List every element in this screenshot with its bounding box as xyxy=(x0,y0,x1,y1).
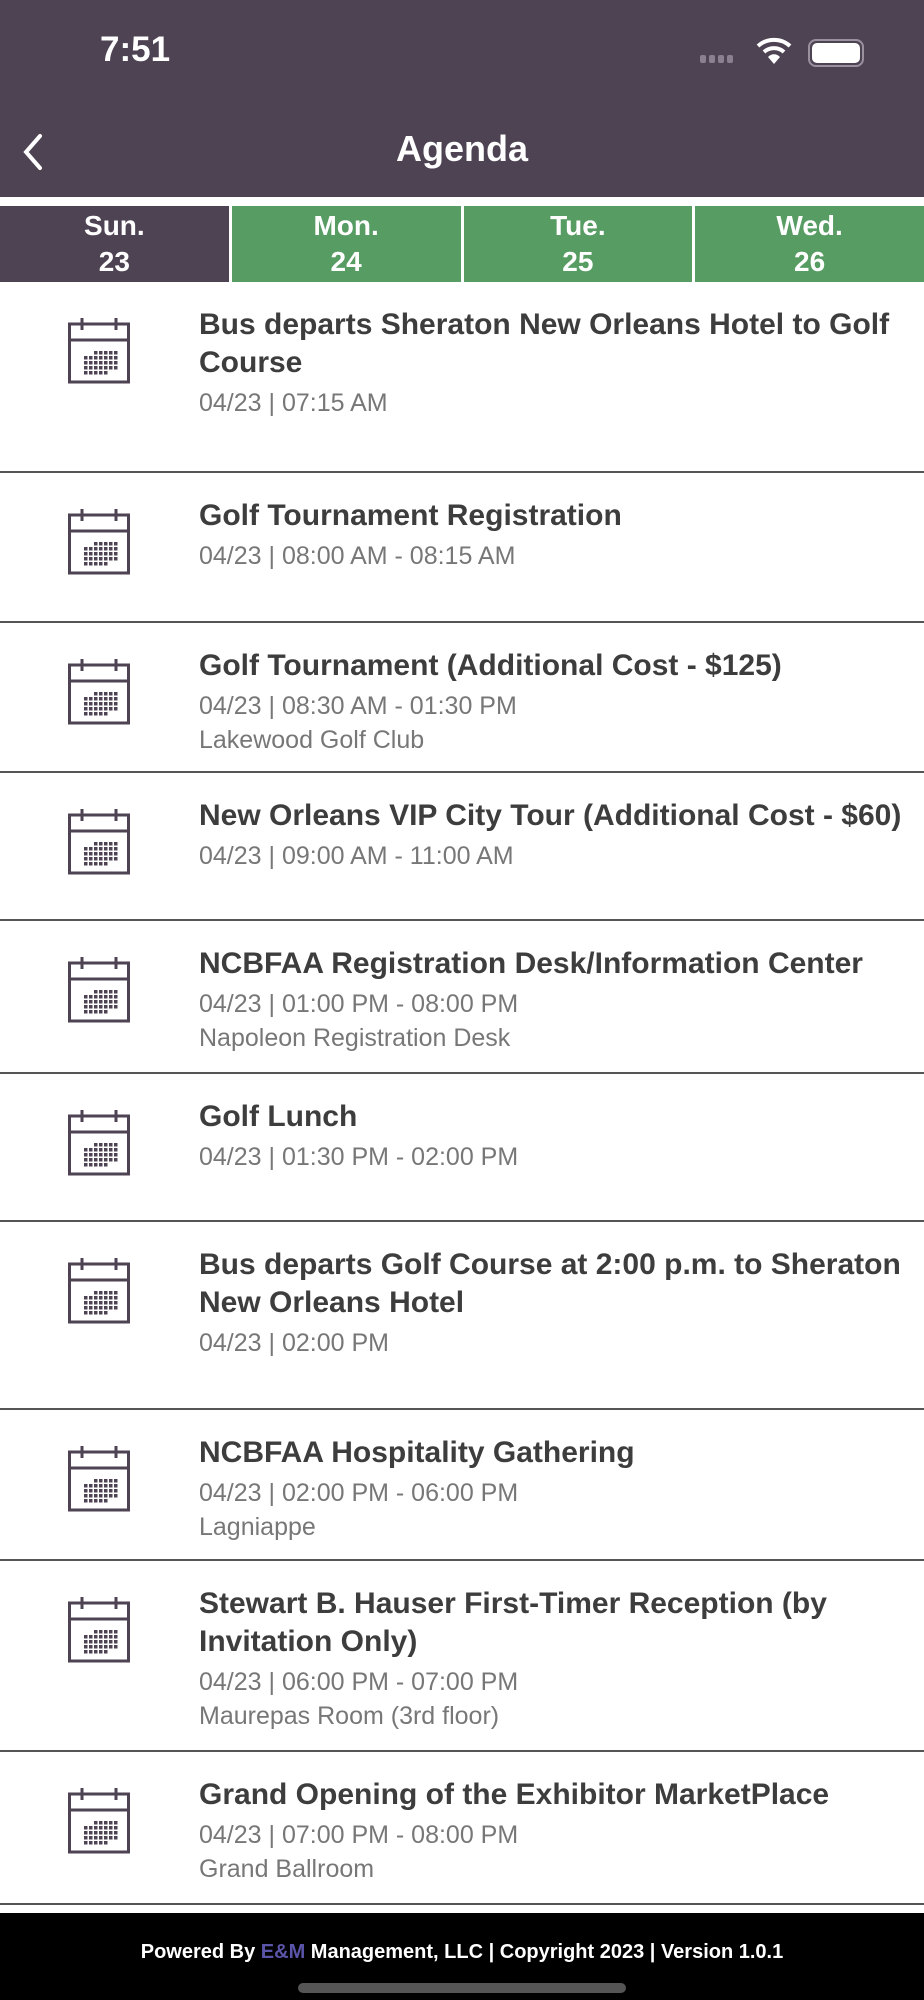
item-datetime: 04/23 | 06:00 PM - 07:00 PM xyxy=(199,1668,519,1696)
home-indicator xyxy=(298,1983,626,1993)
agenda-item[interactable]: Bus departs Golf Course at 2:00 p.m. to … xyxy=(0,1222,924,1410)
footer-suffix: Management, LLC | Copyright 2023 | Versi… xyxy=(305,1941,784,1963)
cellular-signal-icon xyxy=(700,55,733,63)
tab-day: Mon. xyxy=(313,210,379,241)
agenda-item[interactable]: Stewart B. Hauser First-Timer Reception … xyxy=(0,1561,924,1752)
status-time: 7:51 xyxy=(100,30,171,69)
item-datetime: 04/23 | 08:30 AM - 01:30 PM xyxy=(199,692,517,720)
calendar-icon xyxy=(68,809,130,875)
agenda-item[interactable]: Grand Opening of the Exhibitor MarketPla… xyxy=(0,1752,924,1905)
item-location: Grand Ballroom xyxy=(199,1855,375,1883)
item-location: Lakewood Golf Club xyxy=(199,726,425,754)
agenda-item[interactable]: Golf Lunch 04/23 | 01:30 PM - 02:00 PM xyxy=(0,1074,924,1222)
item-datetime: 04/23 | 02:00 PM xyxy=(199,1329,389,1357)
item-title: New Orleans VIP City Tour (Additional Co… xyxy=(199,799,902,832)
footer: Powered By E&M Management, LLC | Copyrig… xyxy=(0,1913,924,2000)
tab-day: Tue. xyxy=(550,210,606,241)
calendar-icon xyxy=(68,1446,130,1512)
calendar-icon xyxy=(68,509,130,575)
item-title: Bus departs Golf Course at 2:00 p.m. to … xyxy=(199,1248,901,1319)
tab-date: 23 xyxy=(98,246,130,277)
tab-monday[interactable]: Mon. 24 xyxy=(231,206,461,282)
wifi-icon xyxy=(756,37,792,64)
calendar-icon xyxy=(68,1258,130,1324)
battery-icon xyxy=(808,39,864,67)
item-datetime: 04/23 | 01:30 PM - 02:00 PM xyxy=(199,1143,519,1171)
item-title: Golf Lunch xyxy=(199,1100,358,1133)
calendar-icon xyxy=(68,1110,130,1176)
page-title: Agenda xyxy=(395,128,528,169)
footer-prefix: Powered By xyxy=(140,1941,261,1963)
tab-tuesday[interactable]: Tue. 25 xyxy=(463,206,693,282)
item-location: Lagniappe xyxy=(199,1513,316,1541)
calendar-icon xyxy=(68,1597,130,1663)
agenda-item[interactable]: Golf Tournament Registration 04/23 | 08:… xyxy=(0,473,924,623)
item-title: Bus departs Sheraton New Orleans Hotel t… xyxy=(199,308,890,379)
item-datetime: 04/23 | 01:00 PM - 08:00 PM xyxy=(199,990,519,1018)
back-chevron-icon[interactable] xyxy=(16,130,56,174)
item-title: Golf Tournament Registration xyxy=(199,499,622,532)
calendar-icon xyxy=(68,957,130,1023)
agenda-item[interactable]: Bus departs Sheraton New Orleans Hotel t… xyxy=(0,282,924,473)
calendar-icon xyxy=(68,1788,130,1854)
tab-date: 24 xyxy=(330,246,362,277)
agenda-item[interactable]: New Orleans VIP City Tour (Additional Co… xyxy=(0,773,924,921)
agenda-list: Bus departs Sheraton New Orleans Hotel t… xyxy=(0,282,924,1905)
item-datetime: 04/23 | 07:15 AM xyxy=(199,389,388,417)
tab-date: 26 xyxy=(794,246,826,277)
agenda-item[interactable]: NCBFAA Registration Desk/Information Cen… xyxy=(0,921,924,1074)
footer-brand-link[interactable]: E&M xyxy=(260,1941,306,1963)
agenda-item[interactable]: Golf Tournament (Additional Cost - $125)… xyxy=(0,623,924,773)
nav-header: 7:51 Agenda xyxy=(0,0,924,197)
agenda-item[interactable]: NCBFAA Hospitality Gathering 04/23 | 02:… xyxy=(0,1410,924,1561)
item-title: NCBFAA Registration Desk/Information Cen… xyxy=(199,947,863,980)
item-title: Grand Opening of the Exhibitor MarketPla… xyxy=(199,1778,830,1811)
calendar-icon xyxy=(68,659,130,725)
tab-date: 25 xyxy=(562,246,594,277)
item-location: Napoleon Registration Desk xyxy=(199,1024,511,1052)
tab-day: Wed. xyxy=(776,210,843,241)
tab-sunday[interactable]: Sun. 23 xyxy=(0,206,229,282)
item-title: Golf Tournament (Additional Cost - $125) xyxy=(199,649,782,682)
item-title: Stewart B. Hauser First-Timer Reception … xyxy=(199,1587,827,1658)
item-title: NCBFAA Hospitality Gathering xyxy=(199,1436,635,1469)
tab-wednesday[interactable]: Wed. 26 xyxy=(695,206,924,282)
calendar-icon xyxy=(68,318,130,384)
day-tabs: Sun. 23 Mon. 24 Tue. 25 Wed. 26 xyxy=(0,206,924,282)
item-datetime: 04/23 | 09:00 AM - 11:00 AM xyxy=(199,842,514,870)
item-location: Maurepas Room (3rd floor) xyxy=(199,1702,500,1730)
tab-day: Sun. xyxy=(84,210,145,241)
item-datetime: 04/23 | 08:00 AM - 08:15 AM xyxy=(199,542,516,570)
item-datetime: 04/23 | 07:00 PM - 08:00 PM xyxy=(199,1821,519,1849)
item-datetime: 04/23 | 02:00 PM - 06:00 PM xyxy=(199,1479,519,1507)
